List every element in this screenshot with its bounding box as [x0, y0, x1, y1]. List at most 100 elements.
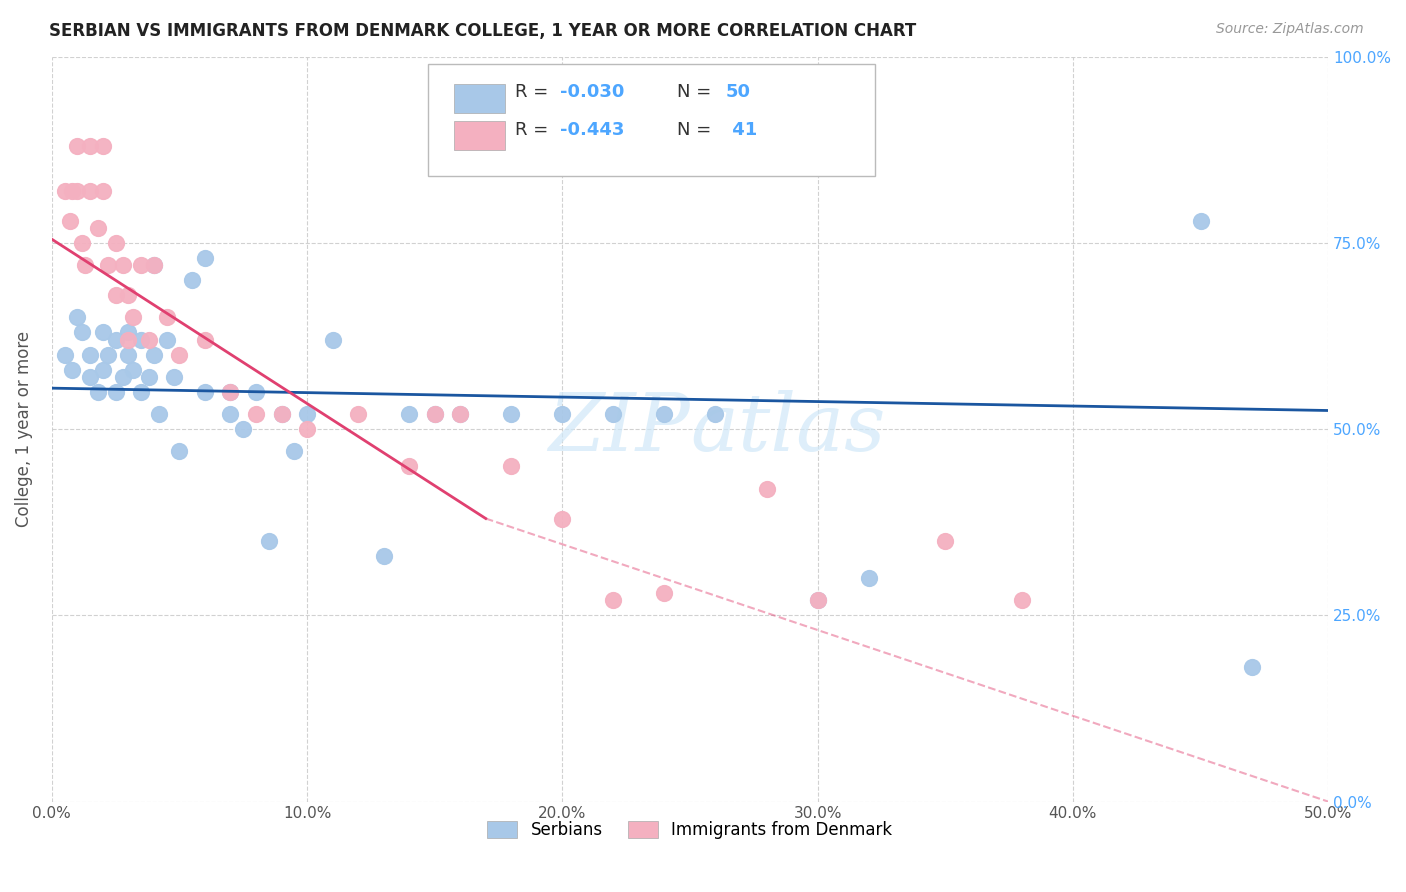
Text: N =: N =	[678, 84, 717, 102]
Point	[79, 139, 101, 153]
FancyBboxPatch shape	[429, 64, 875, 176]
Point	[79, 348, 101, 362]
Point	[755, 482, 778, 496]
Point	[142, 258, 165, 272]
Point	[245, 384, 267, 399]
Point	[79, 370, 101, 384]
Point	[60, 362, 83, 376]
Legend: Serbians, Immigrants from Denmark: Serbians, Immigrants from Denmark	[481, 814, 898, 846]
Point	[79, 184, 101, 198]
Point	[91, 184, 114, 198]
Point	[86, 221, 108, 235]
Point	[806, 593, 828, 607]
Point	[163, 370, 186, 384]
Point	[181, 273, 204, 287]
Point	[654, 407, 676, 421]
Point	[122, 310, 145, 325]
Text: N =: N =	[678, 120, 717, 138]
Point	[501, 407, 523, 421]
Point	[104, 384, 127, 399]
Point	[169, 348, 191, 362]
Point	[59, 213, 82, 227]
Point	[53, 348, 76, 362]
Point	[66, 310, 89, 325]
Text: R =: R =	[515, 120, 554, 138]
Point	[245, 407, 267, 421]
Point	[117, 326, 139, 340]
Point	[501, 459, 523, 474]
Point	[169, 444, 191, 458]
Point	[138, 333, 160, 347]
Point	[156, 333, 179, 347]
Point	[295, 422, 318, 436]
Text: -0.030: -0.030	[560, 84, 624, 102]
Point	[122, 362, 145, 376]
Text: 41: 41	[725, 120, 756, 138]
Point	[398, 407, 420, 421]
Point	[129, 384, 152, 399]
Point	[97, 258, 120, 272]
Point	[551, 511, 574, 525]
Point	[398, 459, 420, 474]
Point	[602, 593, 624, 607]
Point	[148, 407, 170, 421]
FancyBboxPatch shape	[454, 121, 505, 150]
Point	[806, 593, 828, 607]
Point	[194, 333, 217, 347]
Text: 50: 50	[725, 84, 751, 102]
Point	[704, 407, 727, 421]
Text: Source: ZipAtlas.com: Source: ZipAtlas.com	[1216, 22, 1364, 37]
Point	[602, 407, 624, 421]
Point	[142, 348, 165, 362]
Point	[194, 384, 217, 399]
Point	[219, 384, 242, 399]
Point	[72, 326, 94, 340]
Point	[73, 258, 96, 272]
Point	[449, 407, 471, 421]
FancyBboxPatch shape	[454, 84, 505, 112]
Point	[257, 533, 280, 548]
Point	[373, 549, 395, 563]
Point	[270, 407, 292, 421]
Text: -0.443: -0.443	[560, 120, 624, 138]
Point	[60, 184, 83, 198]
Point	[347, 407, 370, 421]
Point	[104, 333, 127, 347]
Point	[219, 407, 242, 421]
Point	[232, 422, 254, 436]
Point	[66, 184, 89, 198]
Point	[117, 333, 139, 347]
Text: ZIP: ZIP	[548, 391, 690, 468]
Point	[423, 407, 446, 421]
Point	[91, 326, 114, 340]
Y-axis label: College, 1 year or more: College, 1 year or more	[15, 331, 32, 527]
Point	[1189, 213, 1212, 227]
Point	[72, 235, 94, 250]
Point	[91, 362, 114, 376]
Point	[194, 251, 217, 265]
Point	[112, 258, 135, 272]
Point	[138, 370, 160, 384]
Point	[283, 444, 305, 458]
Point	[104, 288, 127, 302]
Point	[551, 407, 574, 421]
Point	[112, 370, 135, 384]
Point	[934, 533, 956, 548]
Text: SERBIAN VS IMMIGRANTS FROM DENMARK COLLEGE, 1 YEAR OR MORE CORRELATION CHART: SERBIAN VS IMMIGRANTS FROM DENMARK COLLE…	[49, 22, 917, 40]
Point	[295, 407, 318, 421]
Text: atlas: atlas	[690, 391, 886, 468]
Point	[449, 407, 471, 421]
Point	[117, 288, 139, 302]
Point	[1011, 593, 1033, 607]
Point	[654, 586, 676, 600]
Point	[142, 258, 165, 272]
Point	[156, 310, 179, 325]
Point	[322, 333, 344, 347]
Point	[270, 407, 292, 421]
Point	[66, 139, 89, 153]
Point	[858, 571, 880, 585]
Point	[53, 184, 76, 198]
Point	[423, 407, 446, 421]
Point	[219, 384, 242, 399]
Point	[97, 348, 120, 362]
